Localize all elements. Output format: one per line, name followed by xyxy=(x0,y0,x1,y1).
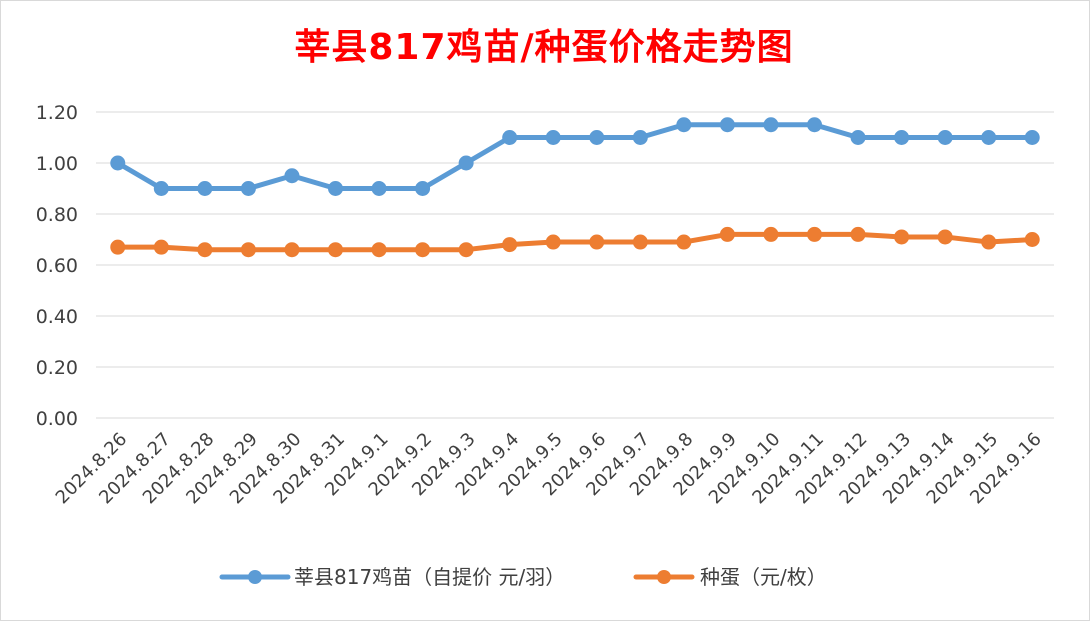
data-point-series-1 xyxy=(240,181,256,196)
y-tick-label: 0.60 xyxy=(36,255,78,277)
data-point-series-1 xyxy=(458,155,474,171)
data-point-series-1 xyxy=(153,181,169,196)
data-point-series-2 xyxy=(937,229,953,245)
data-point-series-2 xyxy=(763,226,779,242)
data-point-series-2 xyxy=(502,237,518,253)
data-point-series-2 xyxy=(371,242,387,258)
data-point-series-1 xyxy=(632,130,648,145)
data-point-series-1 xyxy=(197,181,213,196)
chart-title: 莘县817鸡苗/种蛋价格走势图 xyxy=(294,27,794,68)
data-point-series-2 xyxy=(807,226,822,242)
data-point-series-2 xyxy=(719,226,735,242)
y-tick-label: 0.00 xyxy=(36,408,78,430)
legend-marker-2 xyxy=(657,570,671,584)
legend-label-1: 莘县817鸡苗（自提价 元/羽） xyxy=(294,565,565,589)
data-point-series-1 xyxy=(850,130,866,145)
data-point-series-1 xyxy=(676,117,692,133)
legend-marker-1 xyxy=(248,570,262,584)
series-line-1 xyxy=(115,122,1035,191)
data-point-series-2 xyxy=(1024,232,1040,247)
data-point-series-1 xyxy=(894,130,910,145)
data-point-series-1 xyxy=(1024,130,1040,145)
data-point-series-1 xyxy=(284,168,300,184)
data-point-series-2 xyxy=(981,234,997,250)
data-point-series-2 xyxy=(415,242,431,258)
data-point-series-2 xyxy=(110,239,126,255)
data-point-series-2 xyxy=(850,226,866,242)
data-point-series-1 xyxy=(502,130,518,145)
series-line-2 xyxy=(115,231,1035,253)
data-point-series-1 xyxy=(937,130,953,145)
data-point-series-1 xyxy=(545,130,561,145)
data-point-series-1 xyxy=(110,155,126,171)
data-point-series-2 xyxy=(284,242,300,258)
data-point-series-1 xyxy=(719,117,735,133)
y-tick-label: 0.80 xyxy=(36,204,78,226)
data-point-series-2 xyxy=(676,234,692,250)
data-point-series-1 xyxy=(807,117,822,133)
y-tick-label: 0.20 xyxy=(36,357,78,379)
data-point-series-2 xyxy=(458,242,474,258)
data-point-series-1 xyxy=(415,181,431,196)
data-point-series-2 xyxy=(589,234,605,250)
y-tick-label: 1.20 xyxy=(36,102,78,124)
data-point-series-2 xyxy=(894,229,910,245)
y-tick-label: 0.40 xyxy=(36,306,78,328)
data-point-series-2 xyxy=(545,234,561,250)
data-point-series-1 xyxy=(328,181,343,196)
legend-label-2: 种蛋（元/枚） xyxy=(700,565,827,589)
data-point-series-2 xyxy=(632,234,648,250)
data-point-series-2 xyxy=(153,239,169,255)
data-point-series-1 xyxy=(763,117,779,133)
data-point-series-1 xyxy=(589,130,605,145)
data-point-series-1 xyxy=(981,130,997,145)
data-point-series-2 xyxy=(240,242,256,258)
y-tick-label: 1.00 xyxy=(36,153,78,175)
data-point-series-1 xyxy=(371,181,387,196)
data-point-series-2 xyxy=(197,242,213,258)
data-point-series-2 xyxy=(328,242,343,258)
